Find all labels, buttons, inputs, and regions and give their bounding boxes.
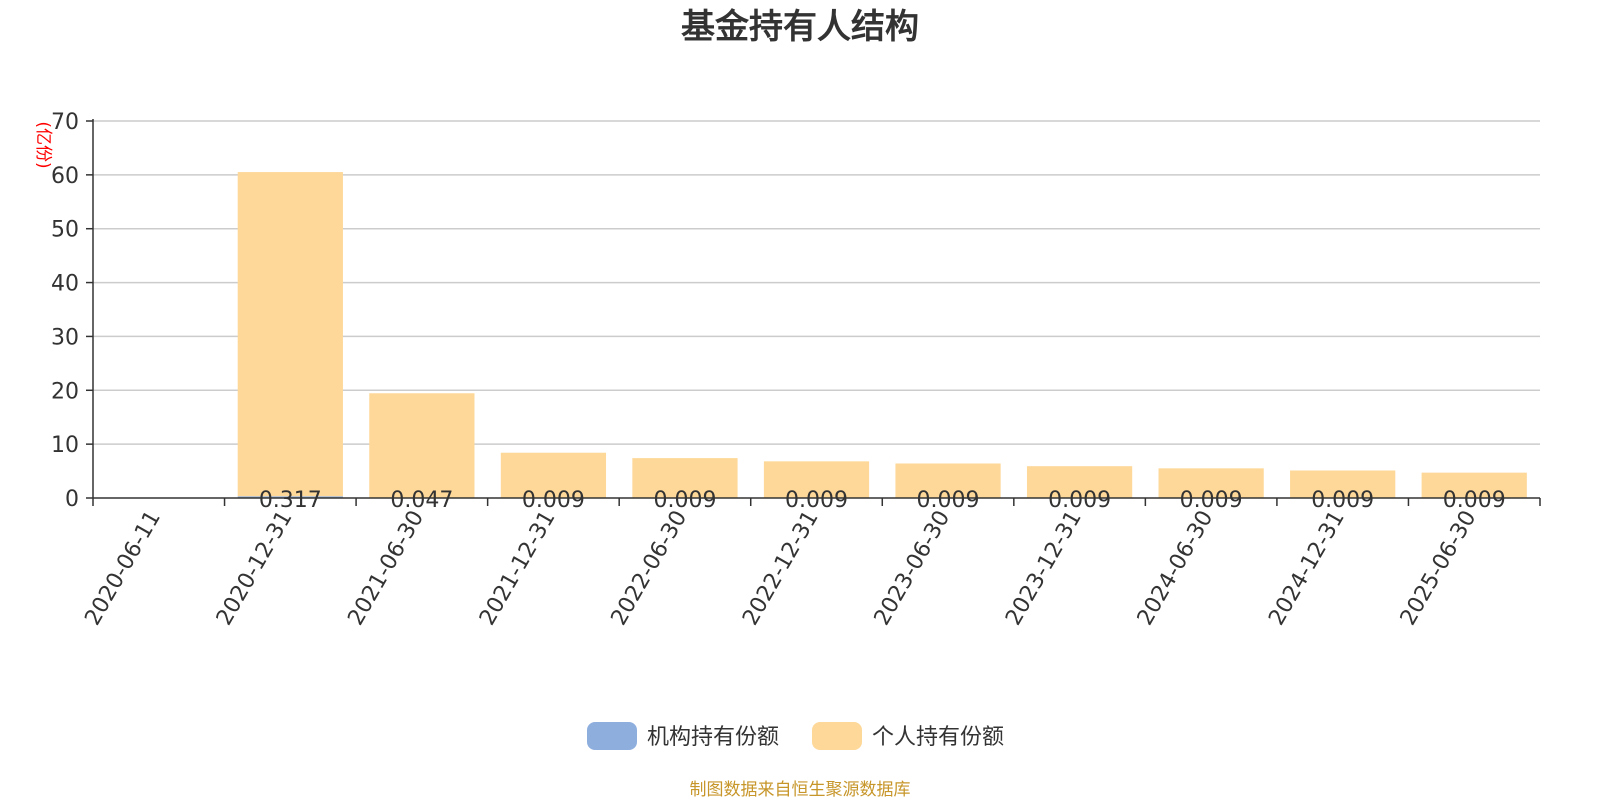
- x-tick-label: 2025-06-30: [1396, 507, 1482, 630]
- data-label-institutional: 0.009: [522, 488, 585, 513]
- data-label-institutional: 0.317: [259, 488, 322, 513]
- x-tick-label: 2021-12-31: [475, 507, 561, 630]
- bar-individual[interactable]: [237, 172, 343, 497]
- y-axis-unit: (亿份): [33, 121, 53, 168]
- bar-group: [237, 172, 1527, 498]
- bar-individual[interactable]: [1290, 470, 1396, 498]
- x-tick-label: 2020-06-11: [80, 507, 166, 630]
- bar-individual[interactable]: [763, 461, 870, 498]
- data-source-note: 制图数据来自恒生聚源数据库: [690, 780, 911, 800]
- y-tick-label: 70: [51, 110, 79, 135]
- bar-individual[interactable]: [895, 463, 1001, 498]
- y-tick-label: 0: [65, 487, 79, 512]
- bar-institutional[interactable]: [237, 496, 343, 498]
- y-tick-label: 10: [51, 433, 79, 458]
- x-tick-label: 2021-06-30: [343, 507, 429, 630]
- y-tick-label: 20: [51, 379, 79, 404]
- x-tick-label: 2022-06-30: [607, 507, 693, 630]
- data-label-institutional: 0.009: [1048, 488, 1111, 513]
- x-tick-label: 2023-06-30: [870, 506, 956, 629]
- bar-individual[interactable]: [1421, 472, 1527, 498]
- y-tick-label: 60: [51, 164, 79, 189]
- data-label-institutional: 0.009: [1443, 488, 1506, 513]
- data-label-institutional: 0.009: [1311, 488, 1374, 513]
- bar-individual[interactable]: [500, 452, 607, 498]
- bar-individual[interactable]: [1158, 468, 1264, 498]
- legend-label-institutional[interactable]: 机构持有份额: [647, 725, 779, 750]
- y-tick-label: 50: [51, 218, 79, 243]
- x-tick-label: 2020-12-31: [212, 507, 298, 630]
- data-label-institutional: 0.009: [653, 488, 716, 513]
- x-tick-label: 2024-06-30: [1133, 507, 1219, 630]
- data-label-institutional: 0.009: [1180, 488, 1243, 513]
- data-label-institutional: 0.047: [390, 488, 453, 513]
- bar-individual[interactable]: [632, 458, 738, 498]
- x-tick-label: 2023-12-31: [1001, 507, 1087, 630]
- data-label-institutional: 0.009: [917, 488, 980, 513]
- bar-individual[interactable]: [1026, 466, 1133, 498]
- data-label-institutional: 0.009: [785, 488, 848, 513]
- data-labels: 0.317 0.047 0.009 0.009 0.009 0.009 0.009 0.009…: [259, 488, 1506, 513]
- chart-title: 基金持有人结构: [681, 7, 919, 47]
- y-tick-label: 40: [51, 272, 79, 297]
- x-tick-label: 2024-12-31: [1264, 507, 1350, 630]
- legend-label-individual[interactable]: 个人持有份额: [872, 725, 1004, 750]
- legend-swatch-individual[interactable]: [812, 722, 862, 750]
- legend-swatch-institutional[interactable]: [587, 722, 637, 750]
- x-tick-label: 2022-12-31: [738, 507, 824, 630]
- legend[interactable]: 机构持有份额 个人持有份额: [587, 722, 1004, 750]
- y-tick-label: 30: [51, 325, 79, 350]
- bar-individual[interactable]: [369, 393, 475, 498]
